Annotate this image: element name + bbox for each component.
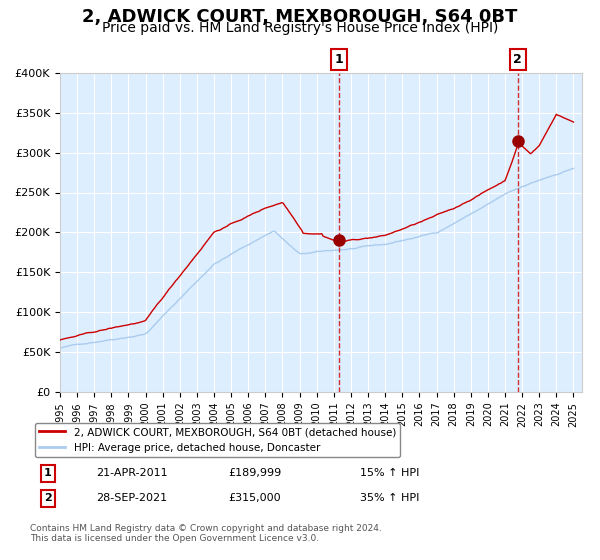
Text: 15% ↑ HPI: 15% ↑ HPI <box>360 468 419 478</box>
Text: £189,999: £189,999 <box>228 468 281 478</box>
Text: 2, ADWICK COURT, MEXBOROUGH, S64 0BT: 2, ADWICK COURT, MEXBOROUGH, S64 0BT <box>82 8 518 26</box>
Text: 35% ↑ HPI: 35% ↑ HPI <box>360 493 419 503</box>
Text: £315,000: £315,000 <box>228 493 281 503</box>
Text: 1: 1 <box>44 468 52 478</box>
Text: 1: 1 <box>335 53 343 66</box>
Text: 21-APR-2011: 21-APR-2011 <box>96 468 167 478</box>
Legend: 2, ADWICK COURT, MEXBOROUGH, S64 0BT (detached house), HPI: Average price, detac: 2, ADWICK COURT, MEXBOROUGH, S64 0BT (de… <box>35 423 400 457</box>
Text: Contains HM Land Registry data © Crown copyright and database right 2024.
This d: Contains HM Land Registry data © Crown c… <box>30 524 382 543</box>
Text: 28-SEP-2021: 28-SEP-2021 <box>96 493 167 503</box>
Text: 2: 2 <box>44 493 52 503</box>
Text: Price paid vs. HM Land Registry's House Price Index (HPI): Price paid vs. HM Land Registry's House … <box>102 21 498 35</box>
Text: 2: 2 <box>514 53 522 66</box>
